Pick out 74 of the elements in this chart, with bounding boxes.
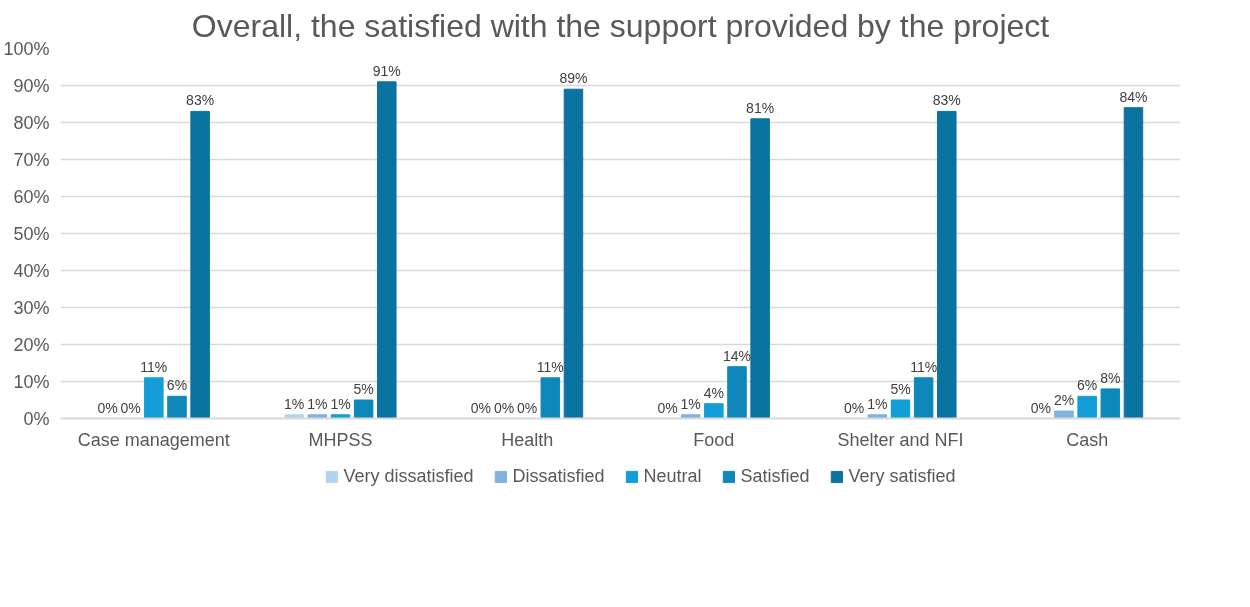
data-label: 6% — [166, 377, 188, 394]
bar — [704, 403, 724, 419]
bar — [353, 399, 374, 419]
bar — [540, 377, 561, 419]
bar — [727, 366, 747, 419]
data-label: 5% — [890, 381, 911, 397]
data-label: 81% — [746, 99, 775, 116]
y-tick-label: 80% — [13, 112, 50, 133]
data-label: 8% — [1100, 369, 1121, 386]
legend-label: Dissatisfied — [512, 465, 605, 487]
bar — [330, 414, 351, 419]
data-label: 11% — [536, 358, 564, 375]
bar — [284, 414, 304, 419]
data-label: 0% — [1030, 399, 1051, 416]
legend-label: Satisfied — [740, 465, 810, 487]
data-label: 1% — [307, 395, 328, 412]
legend-label: Neutral — [643, 465, 702, 487]
data-label: 11% — [910, 358, 938, 375]
y-tick-label: 10% — [13, 371, 50, 392]
x-tick-label: Food — [693, 429, 735, 450]
bar — [144, 377, 164, 419]
y-tick-label: 90% — [13, 75, 50, 96]
x-tick-label: Health — [501, 429, 554, 450]
data-label: 6% — [1077, 377, 1098, 394]
data-label: 0% — [97, 399, 118, 416]
data-label: 0% — [470, 399, 491, 416]
data-label: 0% — [493, 399, 515, 416]
y-tick-label: 100% — [3, 38, 50, 59]
chart-title: Overall, the satisfied with the support provided by the project — [191, 7, 1050, 44]
data-label: 11% — [140, 358, 168, 375]
bar — [190, 110, 210, 419]
y-tick-label: 0% — [23, 408, 50, 429]
bar — [1100, 388, 1121, 419]
data-label: 83% — [932, 92, 961, 109]
legend-label: Very satisfied — [848, 465, 956, 487]
bar — [750, 118, 770, 419]
x-tick-label: Cash — [1066, 429, 1109, 450]
y-tick-label: 70% — [13, 149, 50, 170]
bar — [937, 110, 957, 419]
data-label: 1% — [284, 395, 305, 412]
bar — [890, 399, 911, 419]
data-label: 0% — [844, 399, 865, 416]
y-tick-label: 30% — [13, 297, 50, 318]
bar — [680, 414, 701, 419]
data-label: 2% — [1053, 392, 1075, 409]
data-label: 84% — [1119, 88, 1148, 105]
legend-label: Very dissatisfied — [343, 465, 474, 487]
data-label: 0% — [120, 399, 141, 416]
bar — [1123, 107, 1144, 419]
bar — [1054, 410, 1074, 419]
data-label: 0% — [517, 399, 538, 416]
data-label: 91% — [372, 62, 401, 79]
y-tick-label: 20% — [13, 334, 50, 355]
x-tick-label: Shelter and NFI — [837, 429, 964, 450]
bar — [307, 414, 328, 419]
bar — [377, 81, 397, 419]
data-label: 1% — [867, 395, 888, 412]
data-label: 1% — [330, 395, 351, 412]
data-label: 89% — [559, 70, 588, 87]
y-tick-label: 40% — [13, 260, 50, 281]
bar — [867, 414, 888, 419]
bar — [913, 377, 934, 419]
bar — [563, 88, 584, 419]
y-tick-label: 50% — [13, 223, 50, 244]
data-label: 83% — [186, 92, 215, 109]
data-label: 1% — [680, 395, 701, 412]
data-label: 5% — [353, 381, 374, 397]
bar — [1077, 395, 1097, 419]
x-tick-label: MHPSS — [308, 429, 373, 450]
data-label: 4% — [703, 384, 724, 401]
bar — [167, 395, 187, 419]
data-label: 0% — [657, 399, 678, 416]
x-tick-label: Case management — [77, 429, 230, 450]
y-tick-label: 60% — [13, 186, 50, 207]
